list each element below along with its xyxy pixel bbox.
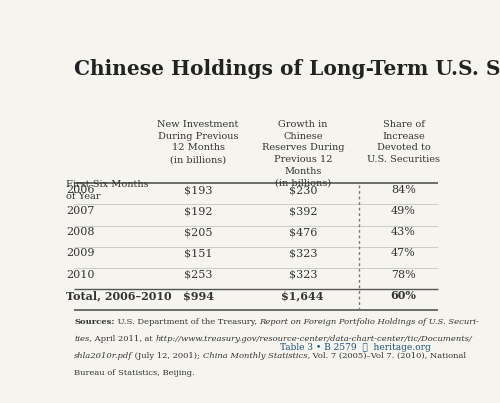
Text: $205: $205 — [184, 227, 212, 237]
Text: Share of
Increase
Devoted to
U.S. Securities: Share of Increase Devoted to U.S. Securi… — [367, 120, 440, 164]
Text: $192: $192 — [184, 206, 212, 216]
Text: April 2011, at: April 2011, at — [92, 335, 156, 343]
Text: $253: $253 — [184, 270, 212, 280]
Text: 2010: 2010 — [66, 270, 95, 280]
Text: Chinese Holdings of Long-Term U.S. Securities: Chinese Holdings of Long-Term U.S. Secur… — [74, 59, 500, 79]
Text: shla2010r.pdf: shla2010r.pdf — [74, 352, 132, 360]
Text: $323: $323 — [288, 249, 317, 258]
Text: 2007: 2007 — [66, 206, 95, 216]
Text: Vol. 7 (2005)–Vol 7. (2010), National: Vol. 7 (2005)–Vol 7. (2010), National — [310, 352, 466, 360]
Text: 2008: 2008 — [66, 227, 95, 237]
Text: 84%: 84% — [391, 185, 416, 195]
Text: Bureau of Statistics, Beijing.: Bureau of Statistics, Beijing. — [74, 369, 195, 377]
Text: $151: $151 — [184, 249, 212, 258]
Text: 47%: 47% — [391, 249, 416, 258]
Text: First Six Months
of Year: First Six Months of Year — [66, 180, 149, 201]
Text: New Investment
During Previous
12 Months
(in billions): New Investment During Previous 12 Months… — [158, 120, 239, 164]
Text: 78%: 78% — [391, 270, 416, 280]
Text: $323: $323 — [288, 270, 317, 280]
Text: Sources:: Sources: — [74, 318, 114, 326]
Text: $476: $476 — [288, 227, 317, 237]
Text: $392: $392 — [288, 206, 317, 216]
Text: 60%: 60% — [390, 290, 416, 301]
Text: Table 3 • B 2579  ⚑  heritage.org: Table 3 • B 2579 ⚑ heritage.org — [280, 343, 430, 352]
Text: China Monthly Statistics,: China Monthly Statistics, — [203, 352, 310, 360]
Text: 2009: 2009 — [66, 249, 95, 258]
Text: $193: $193 — [184, 185, 212, 195]
Text: $994: $994 — [182, 290, 214, 301]
Text: $1,644: $1,644 — [282, 290, 324, 301]
Text: http://www.treasury.gov/resource-center/data-chart-center/tic/Documents/: http://www.treasury.gov/resource-center/… — [156, 335, 472, 343]
Text: Total, 2006–2010: Total, 2006–2010 — [66, 290, 172, 301]
Text: ties,: ties, — [74, 335, 92, 343]
Text: (July 12, 2001);: (July 12, 2001); — [132, 352, 203, 360]
Text: 49%: 49% — [391, 206, 416, 216]
Text: 2006: 2006 — [66, 185, 95, 195]
Text: U.S. Department of the Treasury,: U.S. Department of the Treasury, — [114, 318, 259, 326]
Text: Report on Foreign Portfolio Holdings of U.S. Securi-: Report on Foreign Portfolio Holdings of … — [259, 318, 479, 326]
Text: Growth in
Chinese
Reserves During
Previous 12
Months
(in billions): Growth in Chinese Reserves During Previo… — [262, 120, 344, 188]
Text: 43%: 43% — [391, 227, 416, 237]
Text: $230: $230 — [288, 185, 317, 195]
